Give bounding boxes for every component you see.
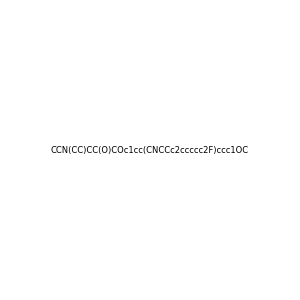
Text: CCN(CC)CC(O)COc1cc(CNCCc2ccccc2F)ccc1OC: CCN(CC)CC(O)COc1cc(CNCCc2ccccc2F)ccc1OC [51,146,249,154]
